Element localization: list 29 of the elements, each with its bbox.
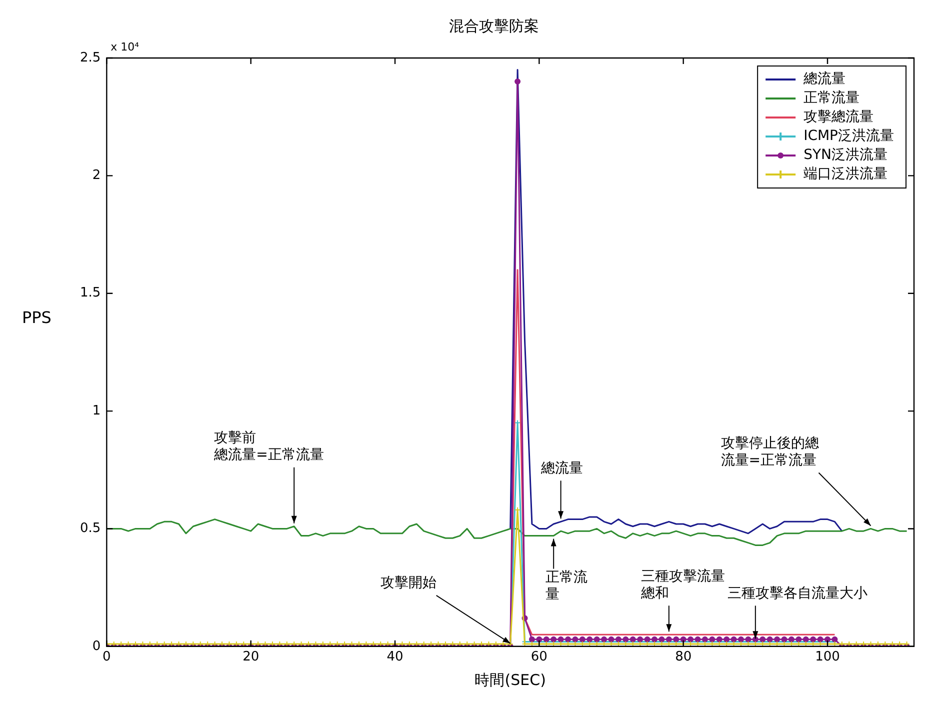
legend-label: 正常流量	[804, 90, 860, 106]
y-tick-label: 1.5	[80, 286, 101, 301]
legend-label: 總流量	[802, 71, 846, 88]
annotation: 正常流量	[546, 569, 588, 602]
annotation: 攻擊開始	[380, 575, 436, 592]
x-axis-title: 時間(SEC)	[474, 670, 546, 689]
y-tick-label: 2	[92, 168, 101, 184]
annotation: 三種攻擊流量總和	[640, 568, 725, 602]
y-tick-label: 0	[92, 638, 101, 654]
y-tick-label: 2.5	[80, 50, 101, 66]
x-tick-label: 40	[386, 650, 404, 665]
y-axis-title: PPS	[22, 308, 52, 327]
chart-title: 混合攻擊防案	[449, 16, 539, 35]
y-tick-label: 0.5	[80, 521, 101, 536]
x-tick-label: 80	[675, 650, 692, 665]
legend-label: 端口泛洪流量	[804, 166, 888, 182]
x-tick-label: 100	[815, 650, 840, 665]
legend-label: SYN泛洪流量	[804, 147, 888, 164]
annotation: 三種攻擊各自流量大小	[727, 585, 868, 602]
x-tick-label: 60	[530, 650, 548, 665]
y-tick-label: 1	[92, 403, 101, 418]
x-tick-label: 0	[102, 650, 111, 665]
annotation: 攻擊停止後的總流量=正常流量	[720, 435, 819, 468]
legend-label: ICMP泛洪流量	[804, 128, 894, 144]
legend-label: 攻擊總流量	[804, 109, 874, 126]
annotation: 總流量	[540, 460, 583, 476]
text: x 10⁴	[110, 40, 140, 54]
x-tick-label: 20	[242, 650, 260, 665]
annotation: 攻擊前總流量=正常流量	[213, 430, 324, 464]
